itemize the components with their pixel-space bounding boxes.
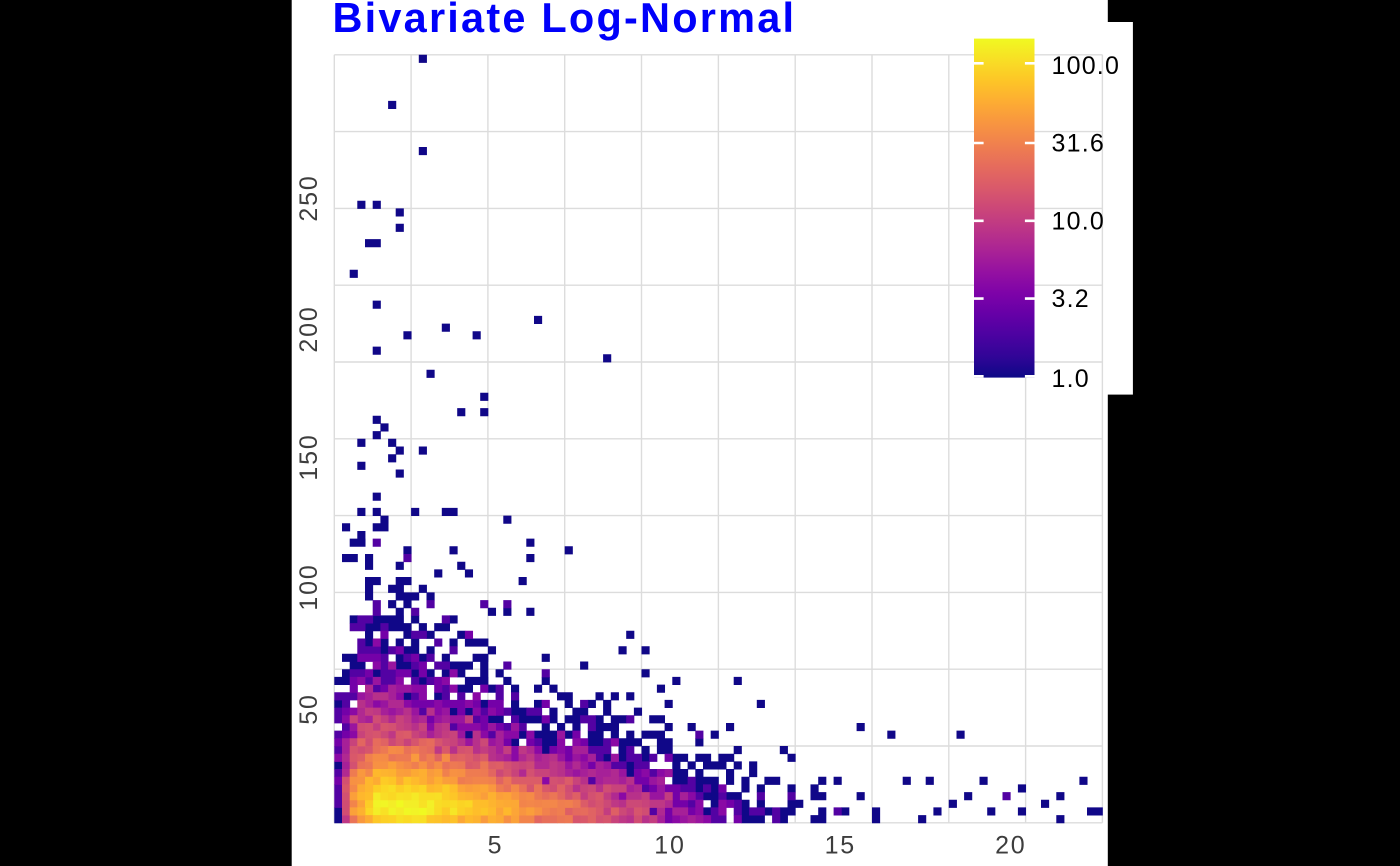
svg-text:50: 50 (295, 693, 323, 724)
svg-text:100: 100 (295, 563, 323, 610)
svg-text:1.0: 1.0 (1052, 365, 1090, 393)
svg-text:5: 5 (488, 831, 504, 859)
svg-text:Bivariate Log-Normal: Bivariate Log-Normal (333, 0, 797, 41)
svg-text:150: 150 (295, 433, 323, 480)
svg-text:31.6: 31.6 (1052, 130, 1105, 158)
svg-text:10.0: 10.0 (1052, 207, 1105, 235)
svg-text:100.0: 100.0 (1052, 52, 1121, 80)
svg-text:200: 200 (295, 305, 323, 352)
svg-text:3.2: 3.2 (1052, 285, 1090, 313)
svg-text:20: 20 (995, 831, 1026, 859)
svg-text:15: 15 (825, 831, 856, 859)
svg-text:250: 250 (295, 174, 323, 221)
svg-text:10: 10 (654, 831, 685, 859)
